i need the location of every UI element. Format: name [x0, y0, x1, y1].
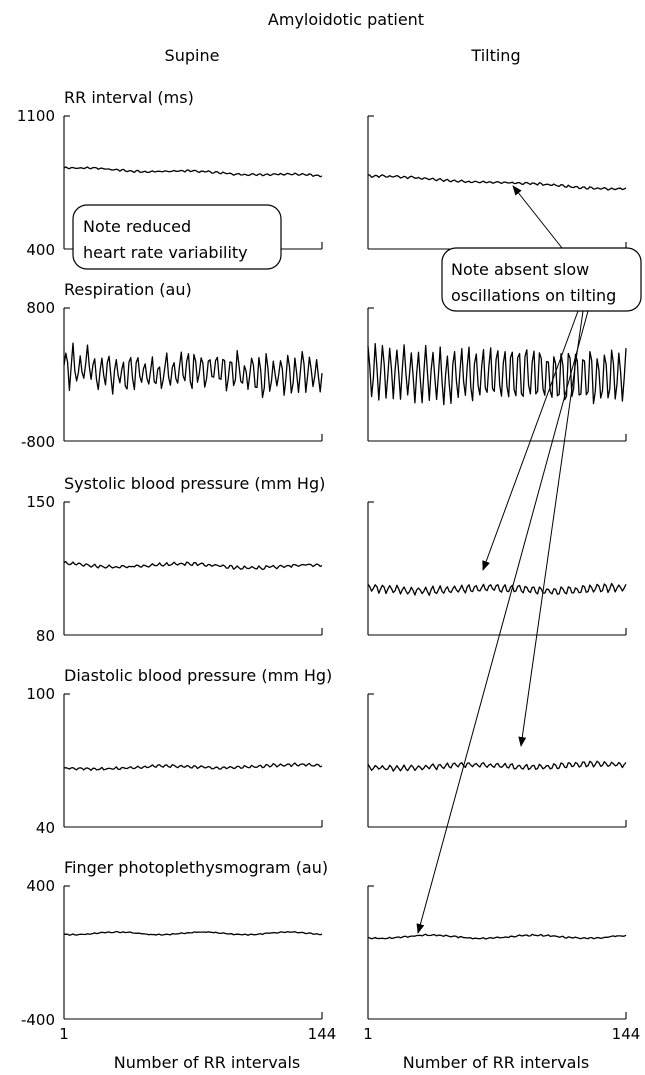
note-box [72, 204, 282, 270]
figure-title: Amyloidotic patient [268, 10, 424, 29]
x-axis-tilting: 1 144 Number of RR intervals [363, 1025, 640, 1072]
y-tick-label: 80 [36, 627, 55, 645]
series-line-supine [63, 166, 323, 178]
column-title-tilting: Tilting [470, 46, 520, 65]
y-tick-label: 40 [36, 819, 55, 837]
note-arrow [518, 310, 584, 747]
x-axis-supine: 1 144 Number of RR intervals [59, 1025, 336, 1072]
series-line-tilting [367, 933, 627, 940]
y-tick-label: 400 [26, 241, 55, 259]
series-line-tilting [367, 174, 627, 191]
panel-title: Systolic blood pressure (mm Hg) [64, 474, 325, 493]
series-line-supine [63, 342, 323, 399]
panel-title: Respiration (au) [64, 280, 192, 299]
series-line-tilting [367, 582, 627, 596]
series-line-supine [63, 762, 323, 771]
note-arrow [482, 310, 579, 571]
panel-title: Finger photoplethysmogram (au) [64, 858, 328, 877]
panels: RR interval (ms) 1100 400 Respiration (au) 8… [17, 88, 627, 1029]
y-tick-label: 1100 [17, 107, 55, 125]
y-tick-label: 800 [26, 299, 55, 317]
panel: Systolic blood pressure (mm Hg) 150 80 [26, 474, 627, 645]
series-line-supine [63, 930, 323, 936]
y-tick-label: 100 [26, 685, 55, 703]
note-arrow [416, 310, 589, 934]
note-line: heart rate variability [83, 243, 248, 262]
panel: Finger photoplethysmogram (au) 400 -400 [21, 858, 627, 1029]
note-left: Note reduced heart rate variability [72, 204, 282, 270]
note-right-arrows [416, 185, 589, 934]
x-tick-label-144: 144 [308, 1025, 337, 1043]
x-tick-label-144: 144 [612, 1025, 641, 1043]
x-tick-label-1: 1 [363, 1025, 373, 1043]
y-tick-label: 150 [26, 493, 55, 511]
x-axis-label: Number of RR intervals [114, 1053, 301, 1072]
series-line-tilting [367, 760, 627, 772]
series-line-tilting [367, 342, 627, 406]
series-line-supine [63, 560, 323, 571]
traces [63, 166, 627, 940]
y-tick-label: -800 [21, 433, 55, 451]
column-title-supine: Supine [165, 46, 220, 65]
note-line: oscillations on tilting [451, 286, 616, 305]
y-tick-label: -400 [21, 1011, 55, 1029]
y-tick-label: 400 [26, 877, 55, 895]
panel-title: RR interval (ms) [64, 88, 194, 107]
panel: RR interval (ms) 1100 400 [17, 88, 627, 259]
note-line: Note reduced [83, 217, 191, 236]
x-tick-label-1: 1 [59, 1025, 69, 1043]
note-right: Note absent slow oscillations on tilting [441, 247, 642, 312]
x-axis-label: Number of RR intervals [403, 1053, 590, 1072]
note-line: Note absent slow [451, 260, 589, 279]
panel: Diastolic blood pressure (mm Hg) 100 40 [26, 666, 627, 837]
panel: Respiration (au) 800 -800 [21, 280, 627, 451]
note-box [441, 247, 642, 312]
note-arrow [512, 185, 563, 249]
panel-title: Diastolic blood pressure (mm Hg) [64, 666, 332, 685]
